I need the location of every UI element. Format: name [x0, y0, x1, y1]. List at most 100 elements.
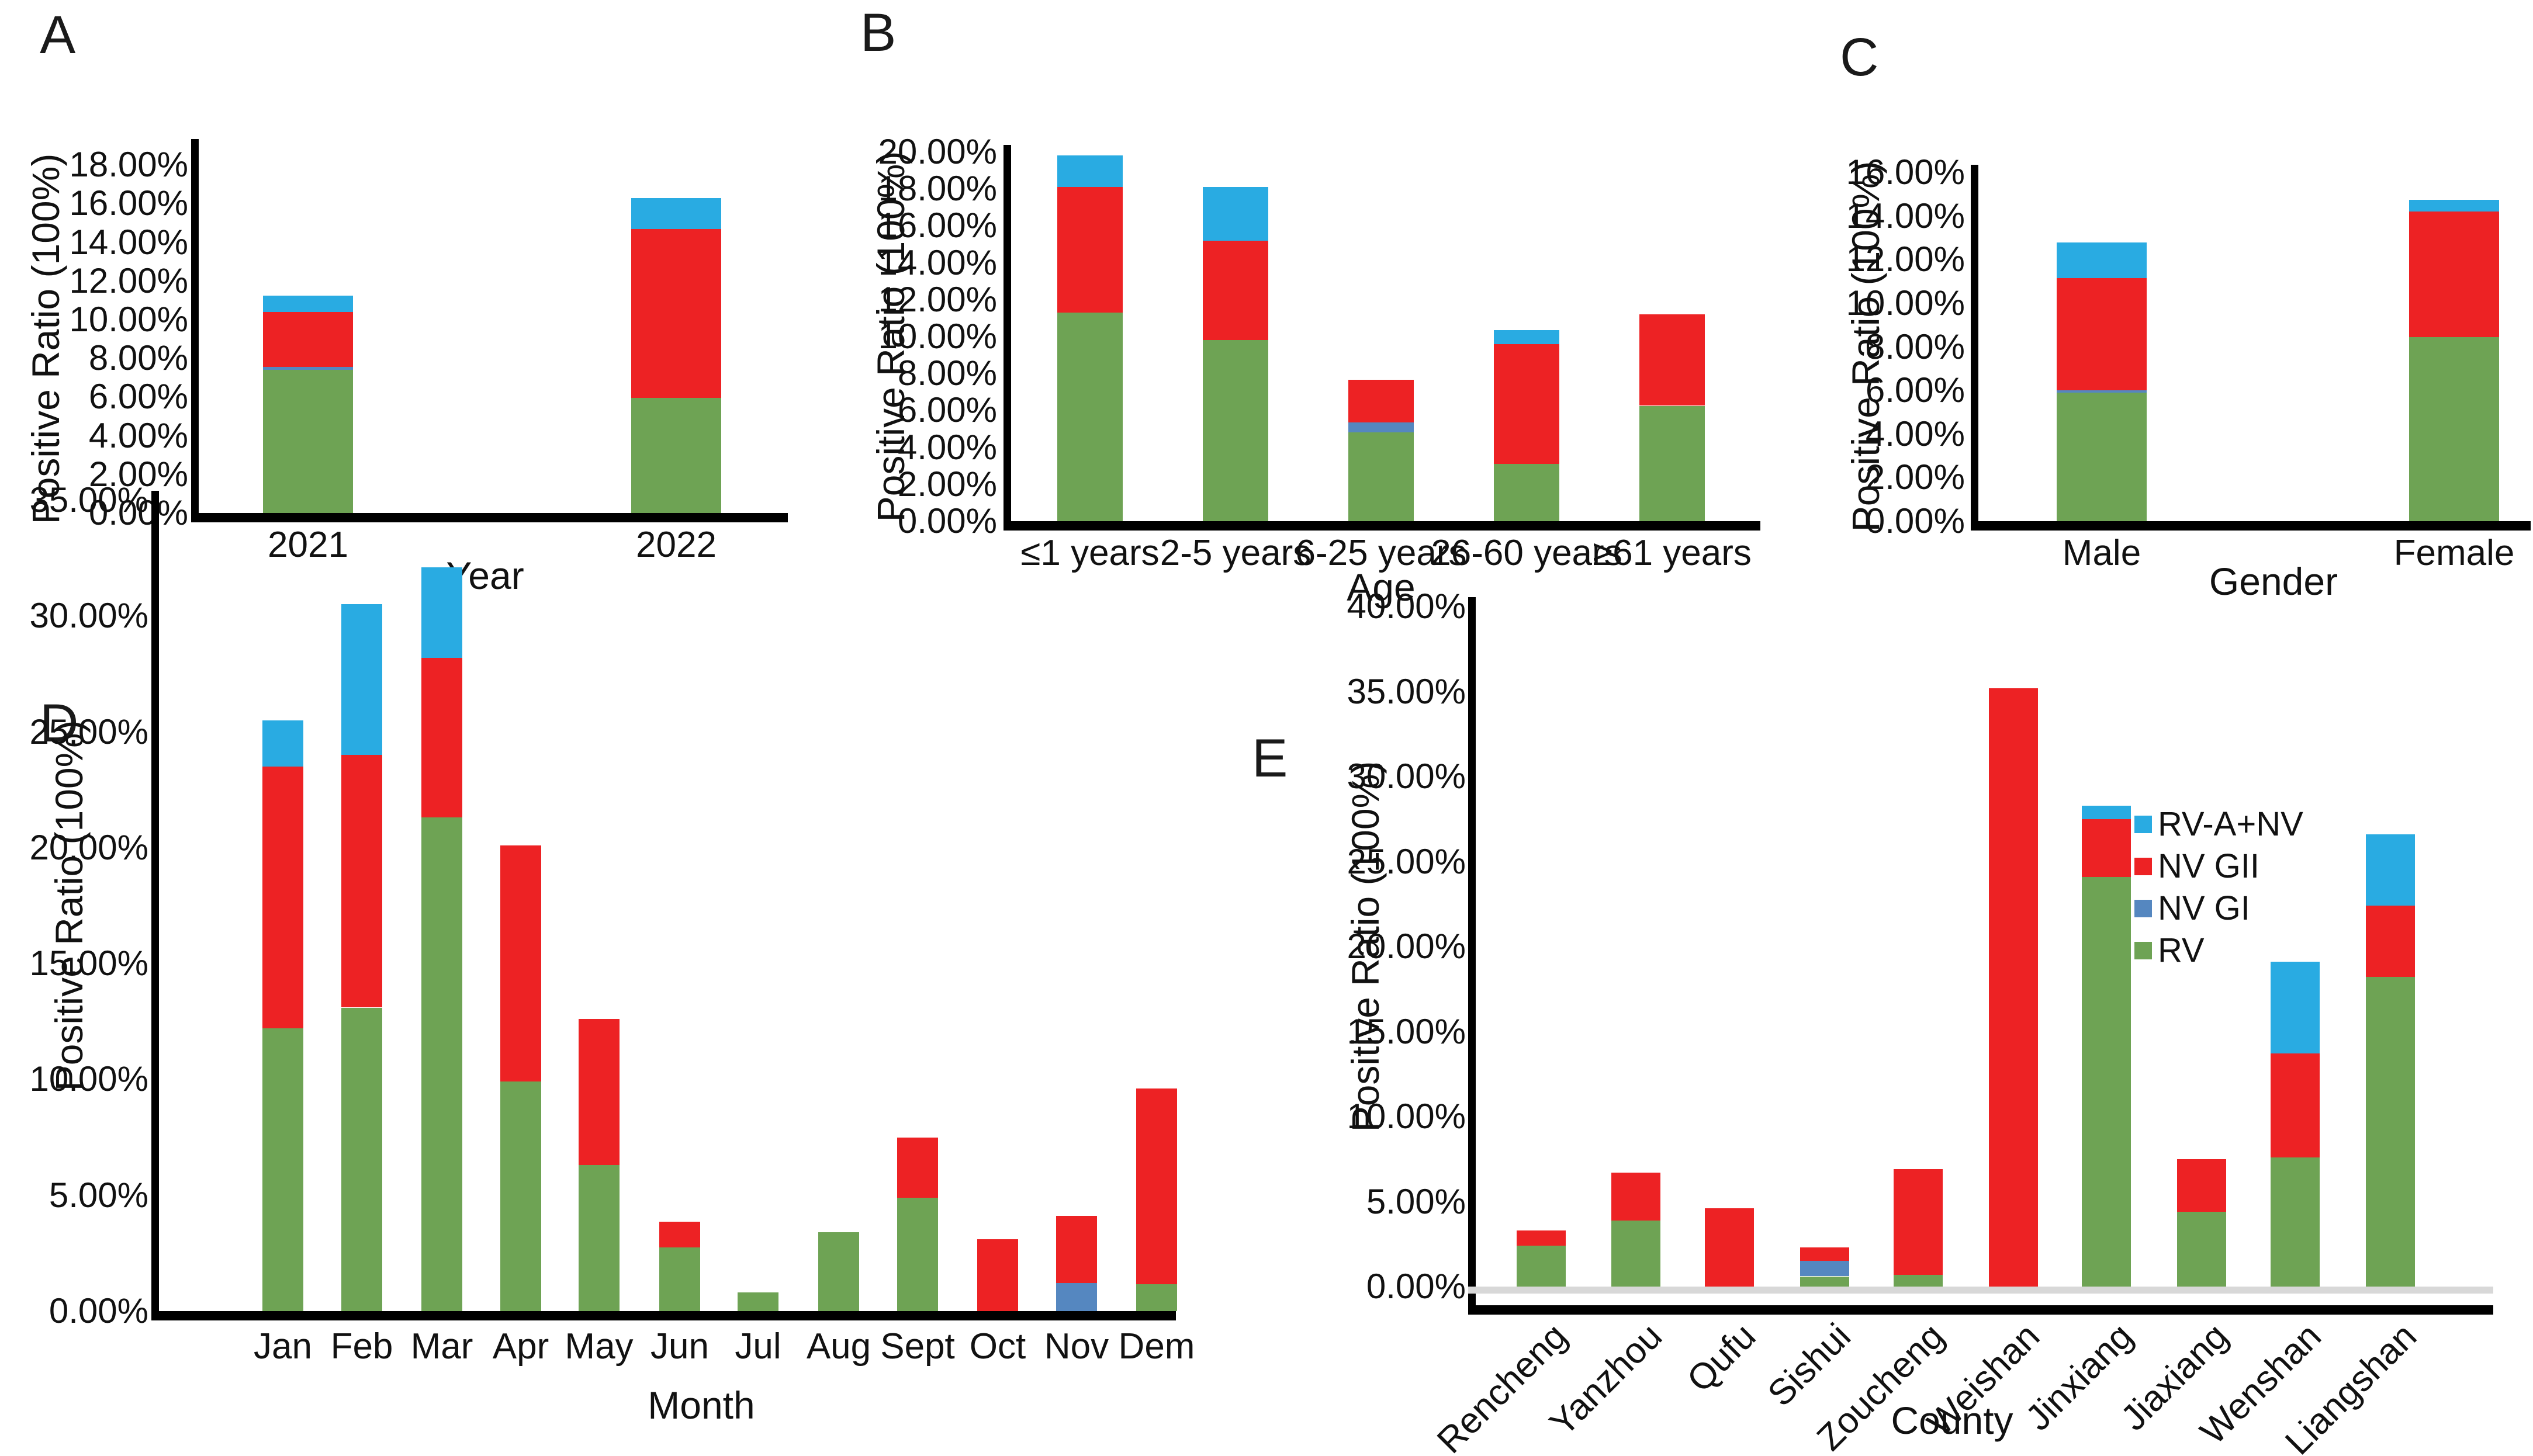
bar-segment-rv-zoucheng [1894, 1274, 1943, 1287]
panel-d-y-tick-label: 15.00% [29, 944, 149, 983]
bar-segment-rv-a-nv-liangshan [2366, 834, 2415, 906]
panel-c-y-tick-label: 2.00% [1865, 457, 1965, 497]
bar-segment-nv-gii-sishui [1800, 1247, 1849, 1261]
panel-d-x-axis [151, 1311, 1176, 1320]
bar-segment-nv-gii-feb [341, 755, 382, 1008]
panel-e-y-tick-label: 25.00% [1347, 842, 1466, 881]
bar-segment-rv-apr [500, 1081, 541, 1311]
bar-segment-rv--61-years [1639, 405, 1705, 521]
bar-segment-rv-a-nv-female [2409, 199, 2499, 212]
panel-a-y-tick-label: 8.00% [88, 338, 188, 377]
panel-e-y-tick-label: 40.00% [1347, 587, 1466, 626]
panel-d-y-tick-label: 35.00% [29, 480, 149, 519]
panel-e-y-tick-label: 30.00% [1347, 757, 1466, 796]
bar-segment-rv-a-nv-jan [262, 720, 303, 767]
panel-e-y-tick-label: 20.00% [1347, 927, 1466, 966]
bar-segment-rv-2-5-years [1203, 340, 1268, 521]
panel-b-y-tick-label: 10.00% [878, 317, 998, 356]
panel-d-x-tick-label: Jul [735, 1326, 781, 1367]
panel-a-x-tick-label: 2021 [268, 525, 348, 565]
panel-b-x-tick-label: 6-25 years [1295, 533, 1467, 573]
panel-a-letter: A [40, 5, 76, 65]
panel-d-x-tick-label: Oct [969, 1326, 1026, 1367]
panel-c-y-tick-label: 16.00% [1846, 152, 1966, 192]
bar-segment-nv-gii-liangshan [2366, 906, 2415, 977]
panel-e-y-axis [1468, 597, 1476, 1315]
panel-b-y-tick-label: 8.00% [897, 353, 997, 393]
panel-b-y-tick-label: 18.00% [878, 169, 998, 208]
panel-c-y-tick-label: 0.00% [1865, 501, 1965, 540]
bar-segment-nv-gii-zoucheng [1894, 1169, 1943, 1275]
bar-segment-nv-gii-wenshan [2271, 1053, 2320, 1157]
panel-b-y-tick-label: 4.00% [897, 428, 997, 467]
legend-entry-rv: RV [2134, 934, 2303, 968]
panel-d-x-tick-label: Mar [410, 1326, 473, 1367]
bar-segment-nv-gii-jinxiang [2082, 819, 2131, 877]
bar-segment-nv-gii-2022 [631, 228, 721, 398]
panel-e-y-tick-label: 10.00% [1347, 1097, 1466, 1136]
bar-segment-rv-jun [659, 1247, 700, 1311]
panel-d-x-tick-label: Dem [1118, 1326, 1195, 1367]
bar-segment-nv-gi-6-25-years [1348, 422, 1414, 433]
legend-swatch-icon [2134, 858, 2152, 875]
bar-segment-rv-2021 [263, 370, 353, 513]
panel-e-y-tick-label: 0.00% [1366, 1267, 1466, 1306]
panel-b-x-axis-title: Age [1347, 566, 1416, 609]
panel-d-y-tick-label: 25.00% [29, 712, 149, 751]
panel-b-x-tick-label: ≥61 years [1593, 533, 1752, 573]
bar-segment-rv-a-nv-2021 [263, 295, 353, 312]
bar-segment-rv-a-nv-2022 [631, 197, 721, 229]
panel-d-x-tick-label: Feb [330, 1326, 393, 1367]
bar-segment-nv-gii-qufu [1705, 1208, 1754, 1287]
bar-segment-rv-male [2057, 392, 2147, 521]
legend-entry-nv-gi: NV GI [2134, 892, 2303, 925]
panel-c-x-axis-title: Gender [2209, 560, 2338, 603]
panel-e-y-tick-label: 35.00% [1347, 672, 1466, 711]
panel-b-y-tick-label: 14.00% [878, 243, 998, 282]
panel-b-x-tick-label: 26-60 years [1431, 533, 1622, 573]
bar-segment-rv-may [579, 1165, 620, 1311]
panel-b-y-tick-label: 12.00% [878, 280, 998, 319]
bar-segment-nv-gi-nov [1056, 1283, 1097, 1311]
legend-swatch-icon [2134, 816, 2152, 833]
panel-b-y-axis [1003, 145, 1011, 531]
panel-c-y-tick-label: 12.00% [1846, 240, 1966, 279]
bar-segment-nv-gii-26-60-years [1494, 344, 1559, 464]
legend-entry-rv-a-nv: RV-A+NV [2134, 807, 2303, 841]
bar-segment-nv-gii-6-25-years [1348, 380, 1414, 422]
bar-segment-nv-gii-dem [1136, 1088, 1177, 1285]
bar-segment-nv-gii-jiaxiang [2177, 1159, 2226, 1212]
panel-c-letter: C [1840, 27, 1879, 87]
legend-entry-nv-gii: NV GII [2134, 850, 2303, 883]
bar-segment-rv-a-nv-jinxiang [2082, 805, 2131, 819]
bar-segment-nv-gii-2-5-years [1203, 240, 1268, 341]
panel-e-baseline-strip [1468, 1287, 2493, 1294]
bar-segment-nv-gi-2021 [263, 367, 353, 370]
bar-segment-rv-sishui [1800, 1276, 1849, 1287]
bar-segment-nv-gii-weishan [1989, 688, 2038, 1287]
panel-b-x-axis [1003, 521, 1760, 531]
panel-b-letter: B [860, 3, 897, 63]
legend: RV-A+NV NV GII NV GI RV [2134, 807, 2303, 968]
panel-e-x-axis [1468, 1305, 2493, 1315]
panel-b-y-tick-label: 2.00% [897, 464, 997, 504]
panel-d-y-axis-title: Positive Ratio (100%) [47, 720, 91, 1091]
legend-swatch-icon [2134, 942, 2152, 959]
panel-b-y-tick-label: 20.00% [878, 132, 998, 171]
bar-segment-rv-a-nv-wenshan [2271, 962, 2320, 1054]
panel-d-y-tick-label: 30.00% [29, 596, 149, 635]
bar-segment-nv-gii-sept [897, 1137, 938, 1198]
panel-e-y-tick-label: 5.00% [1366, 1182, 1466, 1221]
bar-segment-nv-gii--1-years [1057, 187, 1123, 313]
bar-segment-nv-gii-jun [659, 1222, 700, 1247]
panel-a-y-tick-label: 0.00% [88, 493, 188, 532]
bar-segment-rv-feb [341, 1007, 382, 1311]
panel-d-y-tick-label: 20.00% [29, 828, 149, 867]
panel-c-x-tick-label: Female [2393, 533, 2515, 573]
bar-segment-rv-a-nv--1-years [1057, 155, 1123, 187]
panel-d-y-axis [151, 491, 159, 1320]
panel-a-x-tick-label: 2022 [636, 525, 717, 565]
bar-segment-rv-rencheng [1517, 1246, 1566, 1287]
bar-segment-nv-gii-rencheng [1517, 1230, 1566, 1246]
